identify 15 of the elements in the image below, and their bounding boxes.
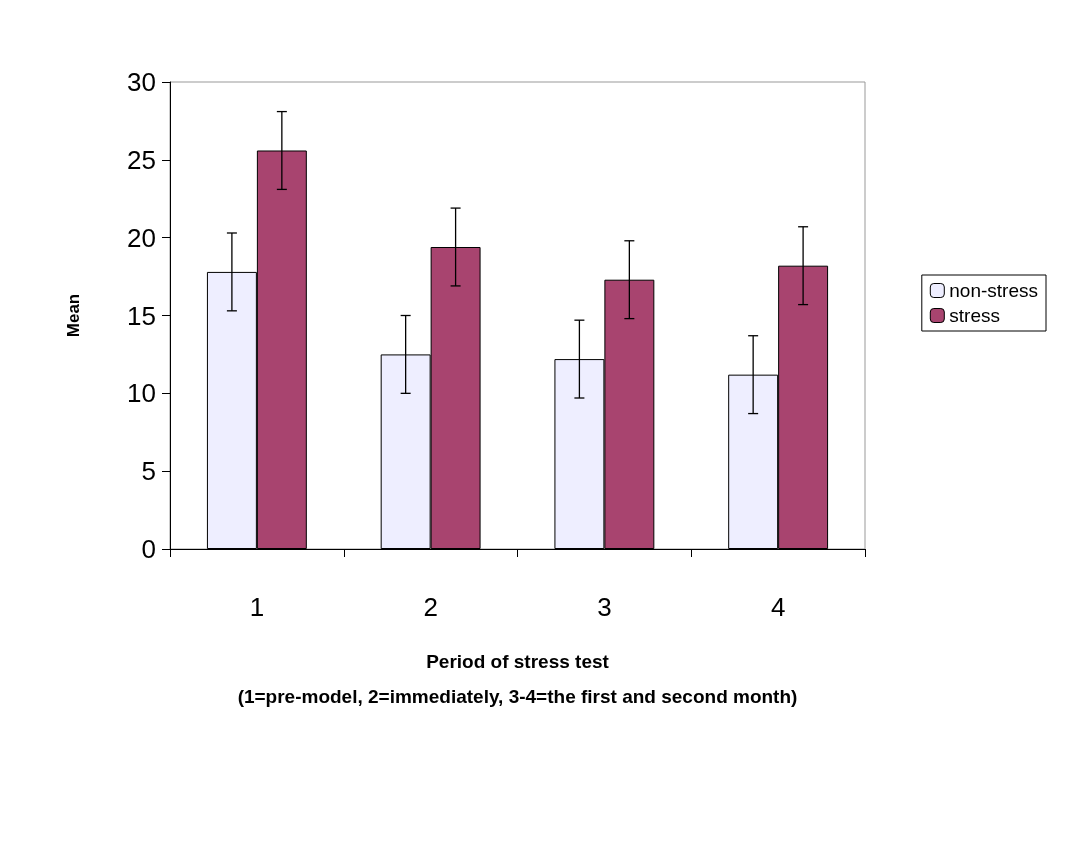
y-tick-label: 0 [141, 534, 156, 564]
y-tick-label: 15 [127, 300, 156, 331]
x-tick-label: 1 [249, 592, 265, 622]
y-tick-label: 25 [127, 144, 156, 175]
y-tick-label: 30 [127, 67, 156, 97]
x-tick-label: 2 [423, 592, 438, 622]
y-axis-title: Mean [64, 293, 83, 338]
x-axis-title: Period of stress test (1=pre-model, 2=immediately, 3-4=the first and second month) [237, 651, 798, 707]
y-tick-label: 5 [141, 456, 156, 487]
legend-label: non-stress [949, 280, 1038, 301]
x-tick-label: 4 [770, 592, 786, 622]
y-tick-label: 20 [127, 222, 156, 253]
x-tick-label: 3 [597, 592, 612, 622]
y-tick-label: 10 [127, 378, 156, 409]
legend-label: stress [949, 305, 1000, 326]
